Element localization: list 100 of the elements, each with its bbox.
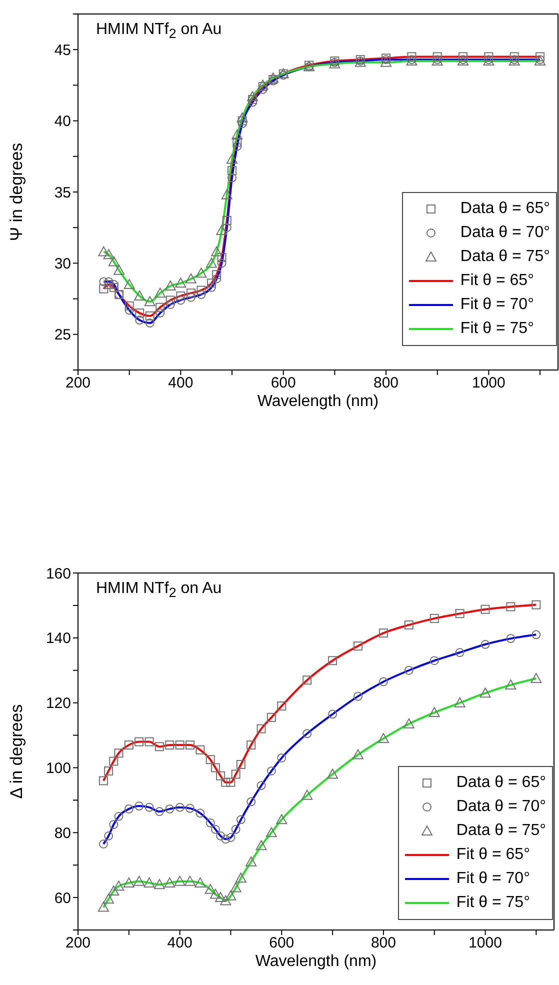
y-tick-label: 25 <box>54 326 71 344</box>
x-axis-title: Wavelength (nm) <box>255 953 377 970</box>
point <box>124 306 134 315</box>
point <box>302 790 313 800</box>
point <box>266 766 276 776</box>
point <box>536 52 545 62</box>
point <box>166 300 175 309</box>
point <box>247 91 258 102</box>
legend-label: Fit θ = 65° <box>460 272 534 290</box>
point <box>277 753 286 762</box>
point <box>256 781 266 790</box>
point <box>176 296 186 305</box>
point <box>184 876 196 886</box>
point <box>403 718 414 728</box>
point <box>455 648 464 658</box>
point <box>235 872 246 883</box>
point <box>222 223 232 232</box>
point <box>196 286 206 295</box>
point <box>114 748 124 758</box>
point <box>230 882 242 892</box>
point <box>228 173 237 182</box>
point <box>103 894 114 904</box>
y-tick-label: 140 <box>46 630 71 648</box>
point <box>124 740 134 750</box>
point <box>154 807 164 816</box>
legend-label: Data θ = 75° <box>456 822 546 840</box>
point <box>432 52 442 62</box>
point <box>484 52 494 62</box>
point <box>104 766 114 776</box>
point <box>222 216 232 225</box>
point <box>378 733 389 744</box>
point <box>354 642 362 651</box>
y-tick-label: 45 <box>54 42 71 59</box>
point <box>174 876 186 886</box>
point <box>225 890 236 900</box>
x-tick-label: 400 <box>167 934 192 952</box>
point <box>108 886 120 896</box>
point <box>185 273 196 284</box>
point <box>236 112 248 122</box>
point <box>226 833 236 842</box>
point <box>231 824 240 834</box>
point <box>109 282 118 292</box>
legend-label: Fit θ = 65° <box>456 846 530 864</box>
point <box>186 740 194 750</box>
point <box>510 52 519 62</box>
point <box>109 820 118 830</box>
point <box>144 296 156 306</box>
point <box>217 253 226 262</box>
point <box>236 815 246 824</box>
point <box>124 301 134 310</box>
point <box>135 308 144 318</box>
point <box>176 291 186 300</box>
point <box>238 119 247 128</box>
point <box>221 834 230 844</box>
x-tick-label: 200 <box>65 934 91 952</box>
point <box>196 290 206 300</box>
point <box>175 740 184 750</box>
point <box>212 270 222 280</box>
point <box>124 279 135 290</box>
point <box>164 877 176 888</box>
point <box>248 94 258 104</box>
point <box>328 656 338 666</box>
point <box>175 278 186 288</box>
point <box>455 609 464 618</box>
point <box>154 879 165 890</box>
legend-label: Fit θ = 75° <box>456 894 530 912</box>
point <box>266 827 277 838</box>
point <box>206 282 216 292</box>
point <box>232 142 242 151</box>
point <box>216 224 228 235</box>
point <box>144 877 155 888</box>
y-tick-label: 35 <box>54 184 71 202</box>
point <box>206 755 215 764</box>
y-tick-label: 120 <box>46 695 71 712</box>
point <box>266 712 276 722</box>
y-tick-label: 30 <box>54 256 71 273</box>
point <box>166 296 175 305</box>
point <box>109 280 118 290</box>
point <box>258 84 268 94</box>
x-tick-label: 800 <box>370 934 396 952</box>
point <box>215 892 226 902</box>
point <box>231 770 240 779</box>
point <box>206 258 217 268</box>
point <box>134 876 145 886</box>
point <box>404 666 414 675</box>
point <box>108 256 120 266</box>
point <box>328 710 338 719</box>
point <box>216 771 226 780</box>
point <box>145 311 154 320</box>
point <box>430 614 439 623</box>
point <box>506 634 516 644</box>
point <box>206 818 215 828</box>
point <box>480 604 490 614</box>
point <box>99 277 108 286</box>
point <box>246 797 256 806</box>
point <box>378 628 388 638</box>
y-axis-title: Δ in degrees <box>7 704 26 799</box>
point <box>428 707 440 718</box>
y-tick-label: 60 <box>54 890 71 907</box>
point <box>196 808 205 818</box>
